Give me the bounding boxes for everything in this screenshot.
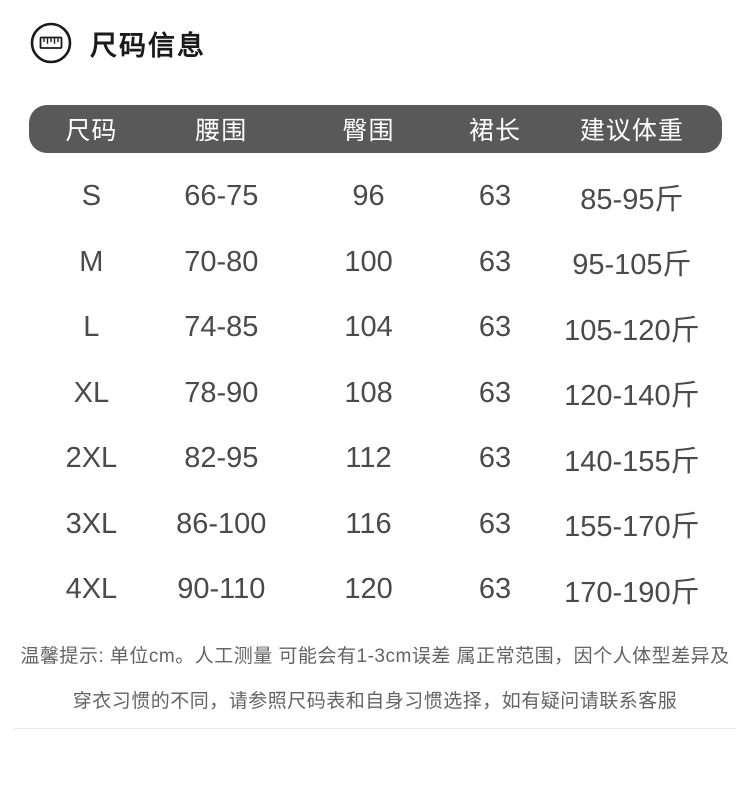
table-row-2xl: 2XL 82-95 112 63 140-155斤	[29, 426, 722, 492]
size-cell: 4XL	[65, 573, 118, 606]
size-cell: XL	[73, 376, 110, 409]
table-row-m: M 70-80 100 63 95-105斤	[29, 230, 722, 296]
weight-cell: 95-105斤	[572, 249, 692, 282]
weight-cell: 140-155斤	[564, 445, 700, 478]
waist-cell: 66-75	[184, 180, 259, 213]
length-cell: 63	[478, 573, 512, 606]
waist-cell: 70-80	[184, 245, 259, 278]
size-cell: 3XL	[65, 507, 118, 540]
col-header-length: 裙长	[469, 117, 522, 145]
hip-cell: 108	[344, 376, 393, 409]
waist-cell: 74-85	[184, 311, 259, 344]
size-cell: L	[83, 311, 100, 344]
size-cell: 2XL	[65, 442, 118, 475]
col-header-size: 尺码	[65, 117, 118, 145]
note-line-2: 穿衣习惯的不同，请参照尺码表和自身习惯选择，如有疑问请联系客服	[72, 691, 678, 712]
col-header-hip: 臀围	[342, 117, 395, 145]
hip-cell: 112	[345, 442, 392, 475]
size-table-body: S 66-75 96 63 85-95斤 M 70-80 100 63 95-1…	[29, 164, 722, 623]
hip-cell: 116	[345, 507, 392, 540]
table-row-l: L 74-85 104 63 105-120斤	[29, 295, 722, 361]
length-cell: 63	[478, 376, 512, 409]
hip-cell: 100	[344, 245, 393, 278]
waist-cell: 90-110	[177, 573, 266, 606]
length-cell: 63	[478, 507, 512, 540]
note-line-1: 温馨提示: 单位cm。人工测量 可能会有1-3cm误差 属正常范围，因个人体型差…	[20, 646, 730, 667]
table-row-xl: XL 78-90 108 63 120-140斤	[29, 361, 722, 427]
weight-cell: 170-190斤	[564, 576, 700, 609]
waist-cell: 82-95	[184, 442, 259, 475]
size-cell: S	[81, 180, 102, 213]
length-cell: 63	[478, 442, 512, 475]
hip-cell: 96	[352, 180, 385, 213]
hip-cell: 104	[344, 311, 393, 344]
page-title: 尺码信息	[90, 30, 206, 61]
table-row-s: S 66-75 96 63 85-95斤	[29, 164, 722, 230]
hip-cell: 120	[344, 573, 393, 606]
section-header: 尺码信息	[30, 22, 206, 64]
weight-cell: 120-140斤	[564, 380, 700, 413]
length-cell: 63	[478, 245, 512, 278]
waist-cell: 78-90	[184, 376, 259, 409]
measurement-note: 温馨提示: 单位cm。人工测量 可能会有1-3cm误差 属正常范围，因个人体型差…	[0, 634, 750, 724]
col-header-waist: 腰围	[195, 117, 248, 145]
length-cell: 63	[478, 180, 512, 213]
ruler-icon	[30, 22, 72, 64]
table-row-4xl: 4XL 90-110 120 63 170-190斤	[29, 557, 722, 623]
length-cell: 63	[478, 311, 512, 344]
weight-cell: 105-120斤	[564, 314, 700, 347]
weight-cell: 155-170斤	[564, 511, 700, 544]
weight-cell: 85-95斤	[580, 183, 684, 216]
size-table-header: 尺码 腰围 臀围 裙长 建议体重	[29, 105, 722, 153]
col-header-weight: 建议体重	[579, 117, 684, 145]
bottom-divider	[14, 728, 736, 729]
waist-cell: 86-100	[176, 507, 267, 540]
table-row-3xl: 3XL 86-100 116 63 155-170斤	[29, 492, 722, 558]
size-cell: M	[79, 245, 104, 278]
